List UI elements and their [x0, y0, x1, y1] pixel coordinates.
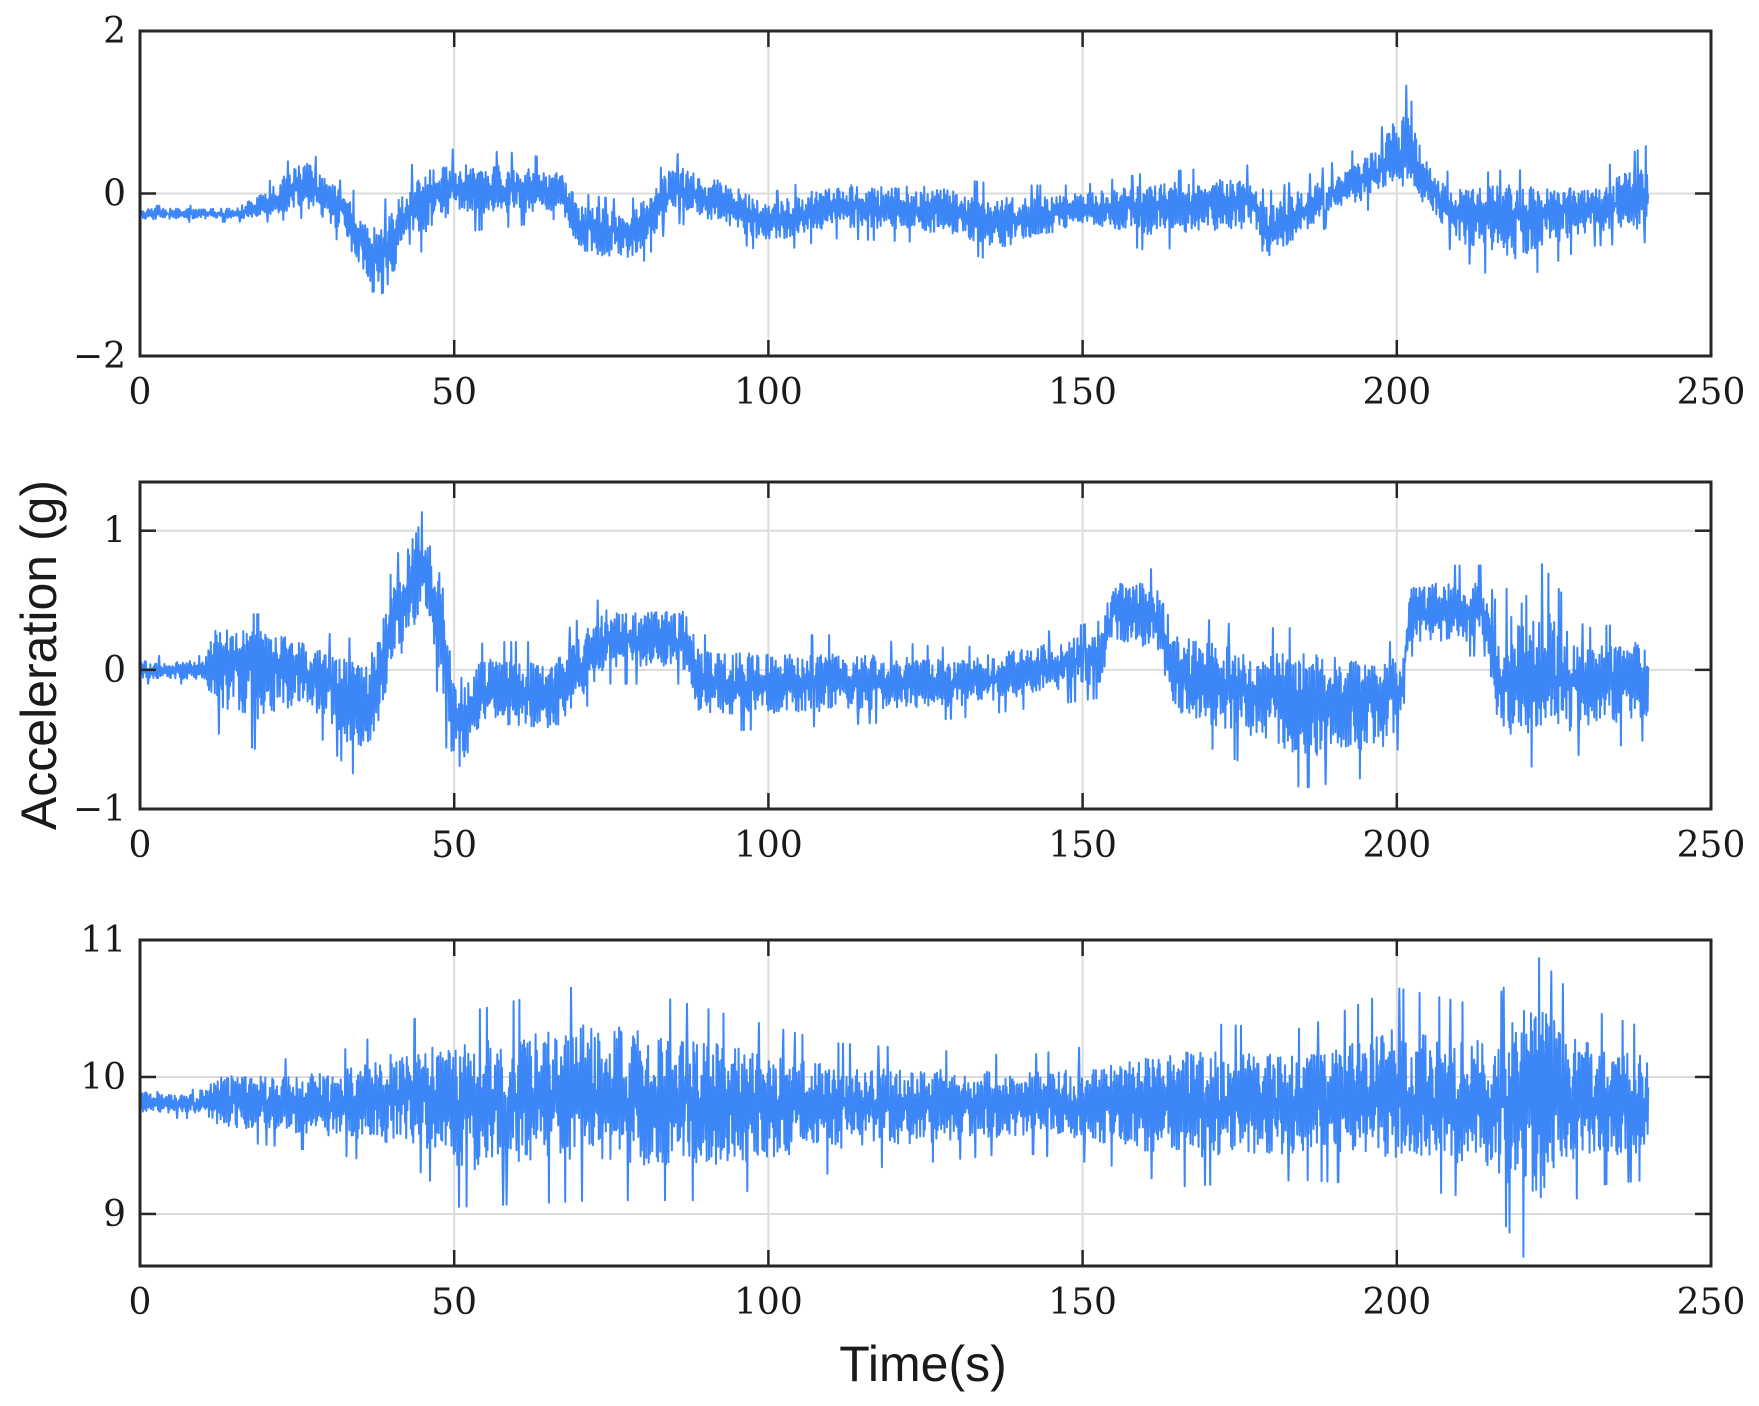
x-tick-label: 250: [1677, 372, 1746, 413]
x-tick-label: 200: [1362, 1282, 1431, 1323]
axes-box: [138, 938, 1713, 1268]
x-tick-label: 0: [129, 1282, 152, 1323]
x-tick-label: 150: [1048, 825, 1117, 866]
signal-line: [139, 957, 1650, 1258]
x-axis-label: Time(s): [839, 1336, 1007, 1392]
y-axis-label: Acceleration (g): [11, 480, 67, 830]
x-tick-label: 0: [129, 825, 152, 866]
y-tick-label: 11: [80, 920, 126, 961]
x-tick-label: 50: [431, 372, 477, 413]
y-tick-label: 1: [103, 511, 126, 552]
signal-line: [139, 511, 1650, 789]
x-tick-label: 0: [129, 372, 152, 413]
subplot-3: 0 50 100 150 200 250 9 10 11: [80, 920, 1745, 1323]
signal-line: [139, 84, 1650, 295]
x-tick-label: 200: [1362, 825, 1431, 866]
x-tick-label: 50: [431, 1282, 477, 1323]
x-tick-label: 50: [431, 825, 477, 866]
x-tick-label: 250: [1677, 1282, 1746, 1323]
y-tick-label: 2: [103, 11, 126, 52]
y-tick-label: 10: [80, 1057, 126, 1098]
x-tick-label: 100: [734, 1282, 803, 1323]
y-tick-label: 0: [103, 174, 126, 215]
y-tick-label: −1: [73, 789, 126, 830]
axes-box: [138, 480, 1713, 811]
subplot-2: 0 50 100 150 200 250−101: [73, 480, 1746, 866]
y-tick-label: 9: [103, 1194, 126, 1235]
x-tick-label: 200: [1362, 372, 1431, 413]
subplot-1: 0 50 100 150 200 250−202: [73, 11, 1745, 413]
x-tick-label: 100: [734, 372, 803, 413]
y-tick-label: 0: [103, 650, 126, 691]
y-tick-label: −2: [73, 336, 126, 377]
x-tick-label: 150: [1048, 372, 1117, 413]
x-tick-label: 100: [734, 825, 803, 866]
x-tick-label: 250: [1677, 825, 1746, 866]
x-tick-label: 150: [1048, 1282, 1117, 1323]
